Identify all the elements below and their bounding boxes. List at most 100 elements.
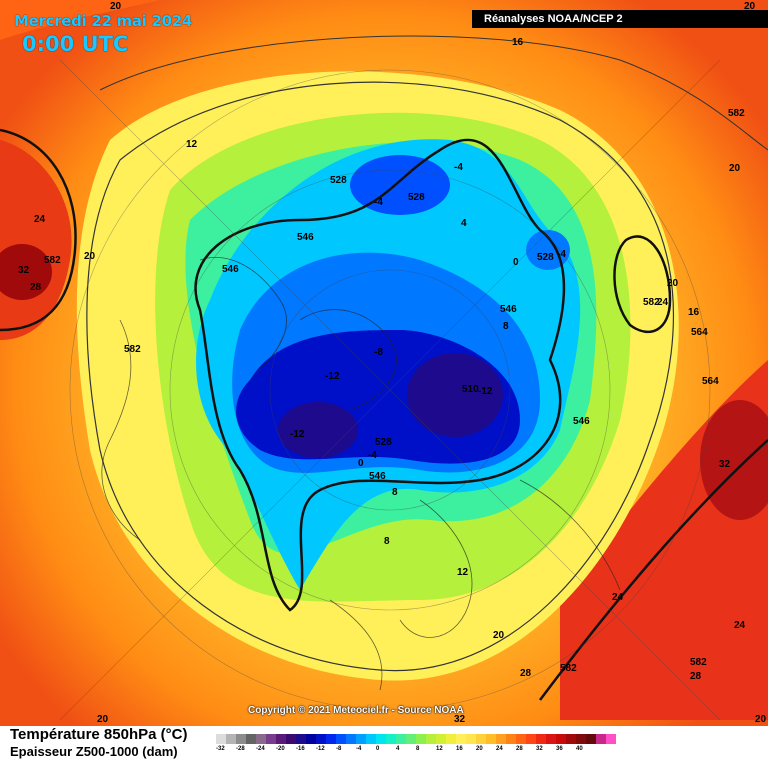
scale-swatch <box>526 734 536 744</box>
forecast-time: 0:00 UTC <box>22 32 129 56</box>
contour-label: 546 <box>369 471 386 482</box>
contour-label: -4 <box>454 162 463 173</box>
scale-tick-label: 36 <box>556 746 563 752</box>
contour-label: 28 <box>520 668 532 679</box>
copyright-notice: Copyright © 2021 Meteociel.fr - Source N… <box>248 705 464 716</box>
contour-label: -8 <box>374 347 383 358</box>
scale-tick-label: 24 <box>496 746 503 752</box>
hot-spot-west <box>0 244 52 300</box>
contour-label: 28 <box>690 671 702 682</box>
contour-label: 528 <box>537 252 554 263</box>
contour-label: 582 <box>124 344 141 355</box>
scale-tick-label: -28 <box>236 746 245 752</box>
contour-label: 582 <box>690 657 707 668</box>
thickness-contour-546 <box>194 138 566 612</box>
scale-swatch <box>446 734 456 744</box>
scale-swatch <box>386 734 396 744</box>
scale-swatch <box>396 734 406 744</box>
thickness-contour-north-arc <box>99 35 768 151</box>
legend-panel: Température 850hPa (°C) Epaisseur Z500-1… <box>0 726 768 768</box>
contour-label: 32 <box>454 714 466 725</box>
scale-swatch <box>236 734 246 744</box>
scale-tick-label: -16 <box>296 746 305 752</box>
scale-swatch <box>266 734 276 744</box>
scale-swatch <box>416 734 426 744</box>
scale-swatch <box>576 734 586 744</box>
scale-tick-label: 40 <box>576 746 583 752</box>
contour-label: 8 <box>384 536 390 547</box>
scale-swatch <box>496 734 506 744</box>
scale-swatch <box>246 734 256 744</box>
contour-label: -12 <box>478 386 493 397</box>
contour-label: 4 <box>461 218 467 229</box>
scale-swatch <box>596 734 606 744</box>
temperature-scale-ticks: -32 -28 -24 -20 -16 -12 -8 -4 0 4 8 12 16 20 24 28 32 36 4… <box>216 746 596 756</box>
scale-swatch <box>366 734 376 744</box>
thickness-contour-582-west <box>0 128 77 332</box>
contour-label: -12 <box>290 429 305 440</box>
contour-label: 24 <box>612 592 624 603</box>
contour-label: 24 <box>734 620 746 631</box>
contour-label: 564 <box>691 327 708 338</box>
contour-label: 12 <box>457 567 469 578</box>
scale-tick-label: 32 <box>536 746 543 752</box>
legend-subtitle: Epaisseur Z500-1000 (dam) <box>10 744 178 759</box>
contour-label: 582 <box>560 663 577 674</box>
contour-label: 20 <box>493 630 505 641</box>
contour-label: 582 <box>643 297 660 308</box>
scale-swatch <box>356 734 366 744</box>
coastlines <box>101 257 621 691</box>
contour-label-group: 20 16 12 -4 528 -4 528 4 546 528 0 -4 24… <box>18 1 767 725</box>
contour-label: 0 <box>513 257 519 268</box>
scale-swatch <box>276 734 286 744</box>
contour-label: 16 <box>688 307 700 318</box>
scale-swatch <box>216 734 226 744</box>
graticule <box>59 59 721 721</box>
scale-swatch <box>546 734 556 744</box>
scale-swatch <box>586 734 596 744</box>
scale-tick-label: -4 <box>356 746 362 752</box>
contour-label: 582 <box>728 108 745 119</box>
scale-swatch <box>436 734 446 744</box>
scale-tick-label: -12 <box>316 746 325 752</box>
scale-swatch <box>296 734 306 744</box>
temperature-color-scale <box>216 734 616 744</box>
thickness-contour-582-east <box>613 235 672 334</box>
scale-tick-label: 12 <box>436 746 443 752</box>
scale-tick-label: 0 <box>376 746 380 752</box>
thickness-contour-582-southeast <box>539 439 768 701</box>
contour-label: 8 <box>503 321 509 332</box>
scale-swatch <box>316 734 326 744</box>
contour-label: 8 <box>392 487 398 498</box>
contour-label: 32 <box>719 459 731 470</box>
scale-swatch <box>286 734 296 744</box>
scale-tick-label: 28 <box>516 746 523 752</box>
contour-label: 546 <box>500 304 517 315</box>
source-banner: Réanalyses NOAA/NCEP 2 <box>472 10 768 28</box>
forecast-date: Mercredi 22 mai 2024 <box>14 12 193 30</box>
contour-label: 564 <box>702 376 719 387</box>
contour-label: 510 <box>462 384 479 395</box>
contour-label: -4 <box>557 249 566 260</box>
contour-label: 582 <box>44 255 61 266</box>
contour-label: 20 <box>729 163 741 174</box>
scale-swatch <box>506 734 516 744</box>
legend-title: Température 850hPa (°C) <box>10 726 188 743</box>
scale-tick-label: -8 <box>336 746 342 752</box>
contour-label: 24 <box>657 297 669 308</box>
scale-swatch <box>306 734 316 744</box>
scale-tick-label: 4 <box>396 746 400 752</box>
contour-label: 20 <box>755 714 767 725</box>
scale-swatch <box>516 734 526 744</box>
scale-swatch <box>566 734 576 744</box>
contour-label: -4 <box>368 450 377 461</box>
contour-label: 20 <box>744 1 756 12</box>
scale-tick-label: 20 <box>476 746 483 752</box>
contour-label: 0 <box>358 458 364 469</box>
contour-label: -12 <box>325 371 340 382</box>
scale-swatch <box>256 734 266 744</box>
contour-label: 12 <box>186 139 198 150</box>
contour-label: 28 <box>30 282 42 293</box>
contour-label: 20 <box>110 1 122 12</box>
